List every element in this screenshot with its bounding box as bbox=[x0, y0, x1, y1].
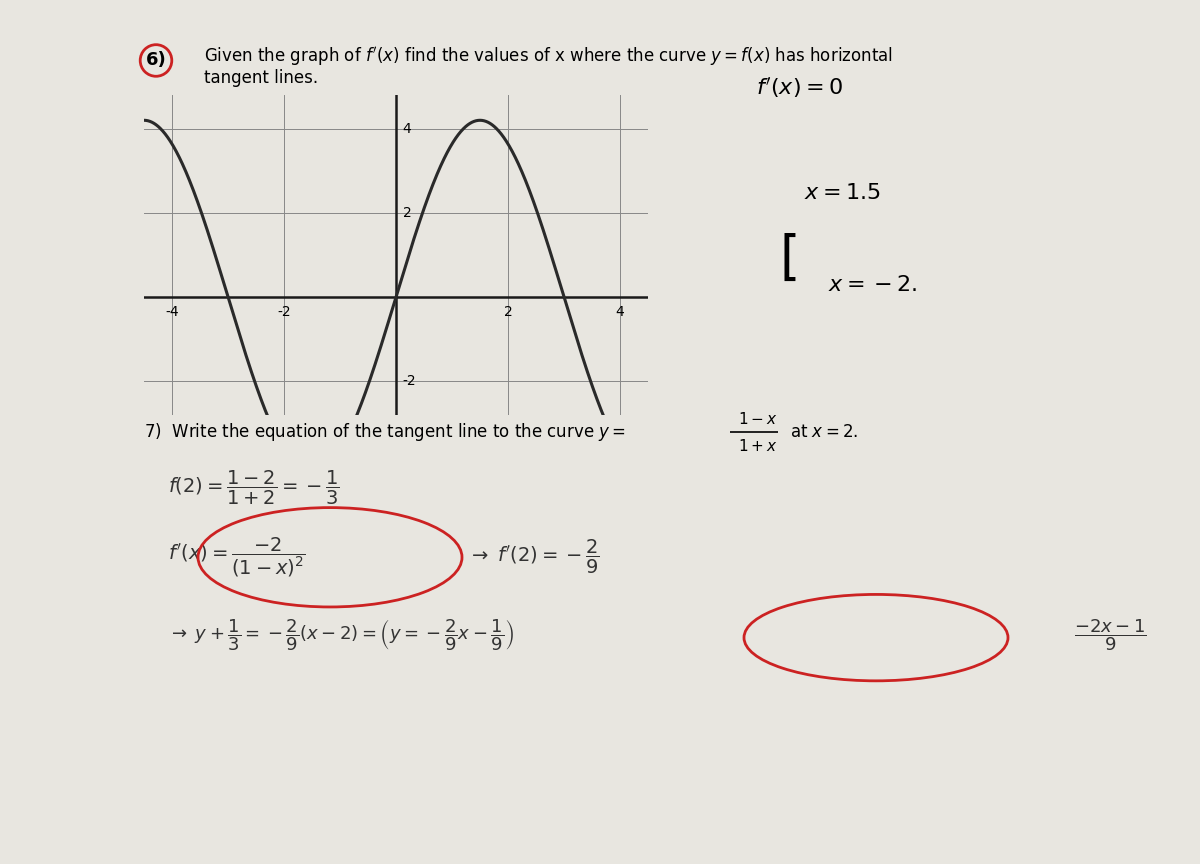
Text: 7)  Write the equation of the tangent line to the curve $y = $: 7) Write the equation of the tangent lin… bbox=[144, 421, 626, 443]
Text: $1-x$: $1-x$ bbox=[738, 411, 778, 427]
Text: $x = 1.5$: $x = 1.5$ bbox=[804, 181, 881, 204]
Text: $f'(x) = 0$: $f'(x) = 0$ bbox=[756, 75, 842, 100]
Text: 2: 2 bbox=[403, 206, 412, 219]
Text: 6): 6) bbox=[145, 52, 167, 69]
Text: $\rightarrow\; f'(2) = -\dfrac{2}{9}$: $\rightarrow\; f'(2) = -\dfrac{2}{9}$ bbox=[468, 538, 600, 576]
Text: at $x = 2$.: at $x = 2$. bbox=[790, 423, 858, 441]
Text: $x = -2.$: $x = -2.$ bbox=[828, 274, 917, 296]
Text: [: [ bbox=[780, 233, 800, 285]
Text: $f'(x) = \dfrac{-2}{(1-x)^2}$: $f'(x) = \dfrac{-2}{(1-x)^2}$ bbox=[168, 536, 306, 579]
Text: $f(2) = \dfrac{1-2}{1+2}  = -\dfrac{1}{3}$: $f(2) = \dfrac{1-2}{1+2} = -\dfrac{1}{3}… bbox=[168, 469, 340, 507]
Text: $\dfrac{-2x-1}{9}$: $\dfrac{-2x-1}{9}$ bbox=[1074, 617, 1147, 653]
Text: Given the graph of $f'(x)$ find the values of x where the curve $y = f(x)$ has h: Given the graph of $f'(x)$ find the valu… bbox=[204, 45, 893, 67]
Text: 4: 4 bbox=[403, 122, 412, 136]
Text: $\rightarrow\; y + \dfrac{1}{3} = -\dfrac{2}{9}(x-2) = \left(y = -\dfrac{2}{9}x : $\rightarrow\; y + \dfrac{1}{3} = -\dfra… bbox=[168, 617, 514, 653]
Text: -2: -2 bbox=[277, 304, 290, 319]
Text: -2: -2 bbox=[403, 374, 416, 388]
Text: tangent lines.: tangent lines. bbox=[204, 69, 318, 86]
Text: 4: 4 bbox=[616, 304, 624, 319]
Text: $1+x$: $1+x$ bbox=[738, 438, 778, 454]
Text: -4: -4 bbox=[166, 304, 179, 319]
Text: 2: 2 bbox=[504, 304, 512, 319]
